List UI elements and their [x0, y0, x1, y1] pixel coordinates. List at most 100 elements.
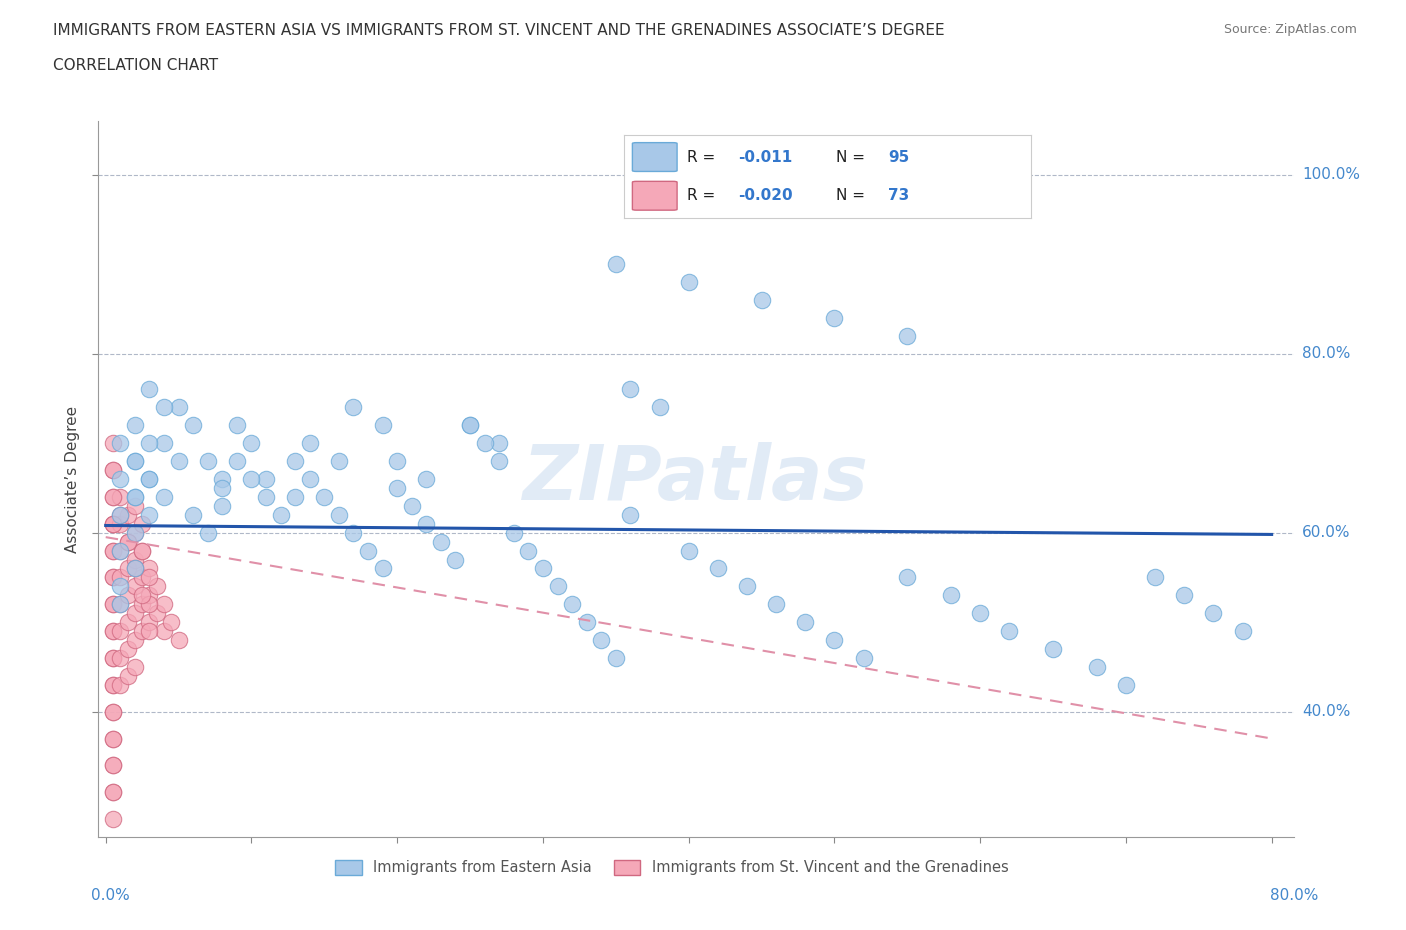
Point — [110, 489, 132, 504]
Point — [648, 400, 671, 415]
Point — [101, 785, 124, 800]
Text: IMMIGRANTS FROM EASTERN ASIA VS IMMIGRANTS FROM ST. VINCENT AND THE GRENADINES A: IMMIGRANTS FROM EASTERN ASIA VS IMMIGRAN… — [53, 23, 945, 38]
Point — [138, 615, 160, 630]
Point — [458, 418, 481, 432]
Point — [153, 400, 176, 415]
Point — [145, 578, 167, 593]
Text: 60.0%: 60.0% — [1302, 525, 1350, 540]
Point — [1232, 624, 1254, 639]
Point — [160, 615, 183, 630]
Point — [124, 632, 146, 647]
Point — [823, 311, 845, 325]
Point — [371, 418, 394, 432]
Point — [181, 418, 204, 432]
Text: CORRELATION CHART: CORRELATION CHART — [53, 58, 218, 73]
Point — [101, 731, 124, 746]
Point — [101, 489, 124, 504]
Text: 80.0%: 80.0% — [1302, 346, 1350, 361]
Point — [254, 472, 277, 486]
Point — [124, 489, 146, 504]
Point — [101, 570, 124, 585]
Point — [101, 543, 124, 558]
Point — [153, 489, 176, 504]
Point — [131, 543, 153, 558]
Point — [124, 454, 146, 469]
Point — [284, 489, 307, 504]
Point — [101, 812, 124, 827]
Point — [707, 561, 730, 576]
Point — [131, 624, 153, 639]
Point — [488, 435, 510, 451]
Point — [167, 632, 190, 647]
Point — [678, 274, 700, 289]
Point — [314, 489, 336, 504]
Point — [101, 516, 124, 531]
Point — [101, 651, 124, 666]
Text: 80.0%: 80.0% — [1271, 888, 1319, 903]
Point — [211, 481, 233, 496]
Point — [117, 534, 139, 549]
Point — [101, 516, 124, 531]
Point — [153, 597, 176, 612]
Point — [101, 435, 124, 451]
Point — [101, 704, 124, 719]
Point — [101, 516, 124, 531]
Point — [240, 435, 263, 451]
Legend: Immigrants from Eastern Asia, Immigrants from St. Vincent and the Grenadines: Immigrants from Eastern Asia, Immigrants… — [329, 855, 1015, 882]
Point — [101, 758, 124, 773]
Point — [124, 561, 146, 576]
Point — [110, 651, 132, 666]
Point — [131, 570, 153, 585]
Point — [969, 605, 991, 620]
Point — [1115, 677, 1137, 692]
Point — [110, 435, 132, 451]
Text: 0.0%: 0.0% — [91, 888, 131, 903]
Point — [1173, 588, 1195, 603]
Text: ZIPatlas: ZIPatlas — [523, 442, 869, 516]
Point — [284, 454, 307, 469]
Point — [240, 472, 263, 486]
Point — [117, 615, 139, 630]
Text: 40.0%: 40.0% — [1302, 704, 1350, 719]
Point — [101, 677, 124, 692]
Point — [101, 651, 124, 666]
Point — [101, 624, 124, 639]
Point — [197, 525, 219, 540]
Point — [138, 561, 160, 576]
Point — [619, 507, 641, 522]
Point — [101, 758, 124, 773]
Point — [181, 507, 204, 522]
Point — [328, 454, 350, 469]
Point — [117, 561, 139, 576]
Text: 100.0%: 100.0% — [1302, 167, 1360, 182]
Point — [385, 481, 409, 496]
Point — [110, 507, 132, 522]
Text: Source: ZipAtlas.com: Source: ZipAtlas.com — [1223, 23, 1357, 36]
Point — [131, 597, 153, 612]
Point — [124, 605, 146, 620]
Point — [138, 588, 160, 603]
Point — [101, 597, 124, 612]
Point — [998, 624, 1021, 639]
Point — [488, 454, 510, 469]
Point — [117, 534, 139, 549]
Point — [211, 498, 233, 513]
Point — [145, 605, 167, 620]
Point — [131, 588, 153, 603]
Point — [1042, 642, 1064, 657]
Point — [124, 578, 146, 593]
Point — [124, 418, 146, 432]
Point — [765, 597, 787, 612]
Point — [101, 677, 124, 692]
Point — [415, 472, 437, 486]
Point — [502, 525, 524, 540]
Point — [153, 624, 176, 639]
Point — [444, 552, 467, 567]
Point — [939, 588, 962, 603]
Point — [225, 418, 247, 432]
Point — [474, 435, 496, 451]
Point — [298, 472, 321, 486]
Point — [117, 642, 139, 657]
Point — [124, 525, 146, 540]
Point — [401, 498, 423, 513]
